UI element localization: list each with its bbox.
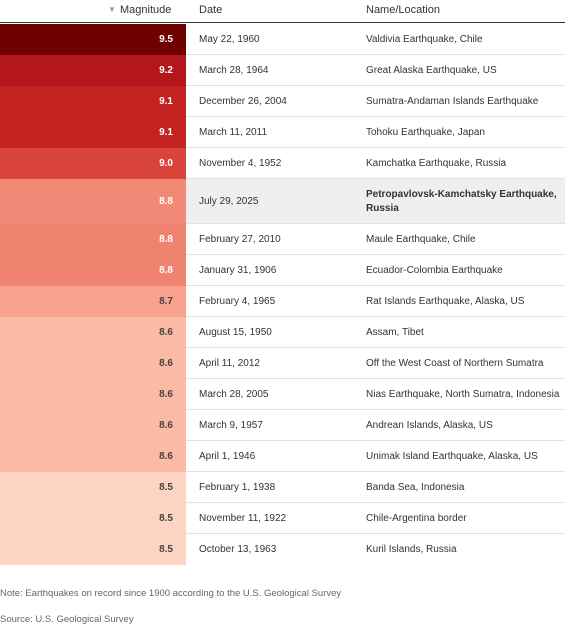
date-cell: May 22, 1960: [199, 34, 260, 45]
row-rule: [186, 116, 565, 117]
row-rule: [186, 85, 565, 86]
row-rule: [186, 178, 565, 179]
name-cell: Petropavlovsk-Kamchatsky Earthquake, Rus…: [366, 188, 557, 214]
date-cell: March 28, 1964: [199, 65, 269, 76]
magnitude-cell: 8.5: [0, 472, 186, 503]
source: Source: U.S. Geological Survey: [0, 614, 134, 625]
row-rule: [186, 254, 565, 255]
note: Note: Earthquakes on record since 1900 a…: [0, 588, 342, 599]
date-cell: April 11, 2012: [199, 358, 260, 369]
name-cell: Valdivia Earthquake, Chile: [366, 33, 483, 45]
column-header[interactable]: Date: [199, 4, 223, 16]
magnitude-cell: 9.1: [0, 86, 186, 117]
date-cell: July 29, 2025: [199, 196, 259, 207]
magnitude-cell: 8.6: [0, 441, 186, 472]
magnitude-cell: 8.6: [0, 348, 186, 379]
date-cell: October 13, 1963: [199, 544, 277, 555]
name-cell: Unimak Island Earthquake, Alaska, US: [366, 450, 538, 462]
date-cell: February 1, 1938: [199, 482, 276, 493]
date-cell: December 26, 2004: [199, 96, 287, 107]
row-rule: [186, 378, 565, 379]
sort-arrow: ▼: [108, 5, 116, 14]
row-rule: [186, 285, 565, 286]
magnitude-cell: 8.6: [0, 410, 186, 441]
date-cell: April 1, 1946: [199, 451, 256, 462]
name-cell: Nias Earthquake, North Sumatra, Indonesi…: [366, 388, 560, 400]
date-cell: November 4, 1952: [199, 158, 282, 169]
column-header[interactable]: Magnitude: [120, 4, 172, 16]
header-rule: [0, 22, 565, 23]
date-cell: March 11, 2011: [199, 127, 268, 138]
magnitude-cell: 9.2: [0, 55, 186, 86]
name-cell: Sumatra-Andaman Islands Earthquake: [366, 95, 539, 107]
magnitude-cell: 8.6: [0, 317, 186, 348]
column-header[interactable]: Name/Location: [366, 4, 440, 16]
magnitude-cell: 9.5: [0, 24, 186, 55]
date-cell: November 11, 1922: [199, 513, 287, 524]
name-cell: Off the West Coast of Northern Sumatra: [366, 357, 544, 369]
date-cell: February 4, 1965: [199, 296, 276, 307]
row-rule: [186, 440, 565, 441]
name-cell: Banda Sea, Indonesia: [366, 481, 465, 493]
magnitude-cell: 9.1: [0, 117, 186, 148]
row-rule: [186, 471, 565, 472]
name-cell: Rat Islands Earthquake, Alaska, US: [366, 295, 525, 307]
date-cell: March 9, 1957: [199, 420, 263, 431]
magnitude-cell: 8.6: [0, 379, 186, 410]
name-cell: Great Alaska Earthquake, US: [366, 64, 497, 76]
name-cell: Andrean Islands, Alaska, US: [366, 419, 493, 431]
row-rule: [186, 54, 565, 55]
magnitude-cell: 8.5: [0, 534, 186, 565]
magnitude-cell: 8.8: [0, 179, 186, 224]
row-rule: [186, 147, 565, 148]
row-highlight: [186, 179, 565, 224]
name-cell: Ecuador-Colombia Earthquake: [366, 264, 503, 276]
row-rule: [186, 533, 565, 534]
row-rule: [186, 347, 565, 348]
name-cell: Kamchatka Earthquake, Russia: [366, 157, 507, 169]
row-rule: [186, 316, 565, 317]
magnitude-cell: 8.5: [0, 503, 186, 534]
magnitude-cell: 8.7: [0, 286, 186, 317]
date-cell: February 27, 2010: [199, 234, 281, 245]
magnitude-cell: 8.8: [0, 224, 186, 255]
name-cell: Kuril Islands, Russia: [366, 543, 457, 555]
name-cell: Assam, Tibet: [366, 326, 424, 338]
row-rule: [186, 223, 565, 224]
date-cell: March 28, 2005: [199, 389, 269, 400]
date-cell: January 31, 1906: [199, 265, 277, 276]
row-rule: [186, 502, 565, 503]
magnitude-cell: 9.0: [0, 148, 186, 179]
row-rule: [186, 409, 565, 410]
name-cell: Tohoku Earthquake, Japan: [366, 126, 485, 138]
date-cell: August 15, 1950: [199, 327, 272, 338]
name-cell: Chile-Argentina border: [366, 512, 467, 524]
name-cell: Maule Earthquake, Chile: [366, 233, 476, 245]
magnitude-cell: 8.8: [0, 255, 186, 286]
